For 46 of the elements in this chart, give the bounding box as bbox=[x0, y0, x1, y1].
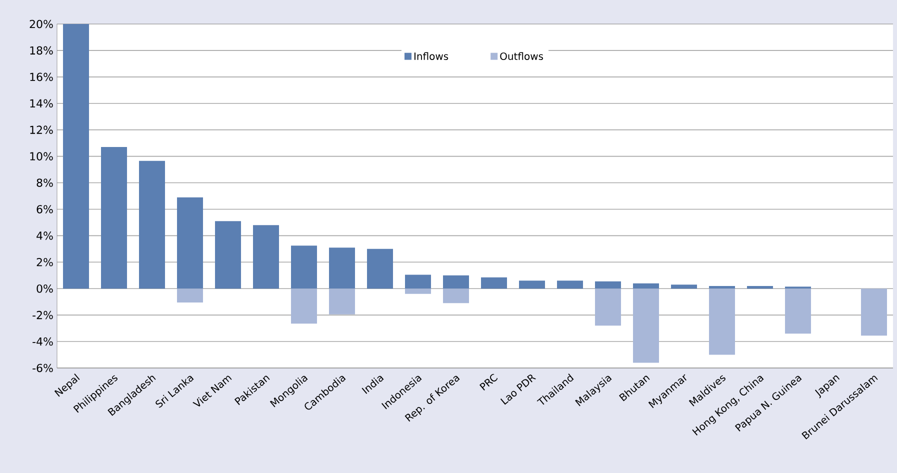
bar bbox=[329, 288, 356, 314]
bar bbox=[329, 248, 356, 289]
bar bbox=[177, 288, 204, 302]
bar bbox=[595, 281, 621, 289]
bar bbox=[443, 288, 469, 304]
bar bbox=[253, 225, 280, 289]
y-tick-label: 0% bbox=[36, 284, 53, 293]
y-tick-label: 6% bbox=[36, 205, 53, 214]
x-tick-label: PRC bbox=[479, 374, 498, 391]
y-tick-label: -2% bbox=[32, 310, 53, 320]
y-tick-label: 14% bbox=[30, 99, 53, 108]
bar bbox=[519, 280, 545, 289]
y-tick-label: 2% bbox=[36, 258, 53, 266]
legend-label: Inflows bbox=[414, 52, 448, 60]
bar bbox=[405, 288, 432, 294]
bar bbox=[139, 160, 166, 289]
bar bbox=[860, 288, 887, 336]
bar bbox=[291, 246, 318, 289]
bar bbox=[671, 284, 697, 289]
y-tick-label: -4% bbox=[32, 337, 53, 346]
bar bbox=[708, 286, 735, 289]
bar bbox=[291, 288, 318, 324]
y-tick-label: 12% bbox=[30, 126, 53, 134]
bar bbox=[708, 288, 735, 355]
bar bbox=[367, 248, 394, 289]
bar bbox=[595, 288, 621, 326]
bar bbox=[443, 275, 469, 289]
bar bbox=[784, 288, 811, 334]
bar bbox=[557, 280, 583, 289]
y-tick-label: 8% bbox=[36, 178, 53, 187]
y-tick-label: 18% bbox=[30, 46, 53, 55]
bar bbox=[746, 286, 773, 289]
bar bbox=[481, 277, 507, 289]
bar bbox=[177, 197, 204, 289]
y-tick-label: 20% bbox=[30, 20, 53, 28]
bar bbox=[405, 274, 432, 289]
legend-label: Outflows bbox=[500, 52, 544, 60]
bar bbox=[633, 288, 659, 363]
bar bbox=[101, 147, 128, 289]
bar bbox=[215, 221, 242, 289]
bar bbox=[63, 24, 90, 289]
bar bbox=[633, 283, 659, 289]
y-tick-label: 16% bbox=[30, 72, 53, 82]
y-tick-label: -6% bbox=[32, 364, 53, 372]
y-tick-label: 4% bbox=[36, 232, 53, 240]
y-tick-label: 10% bbox=[30, 152, 53, 160]
